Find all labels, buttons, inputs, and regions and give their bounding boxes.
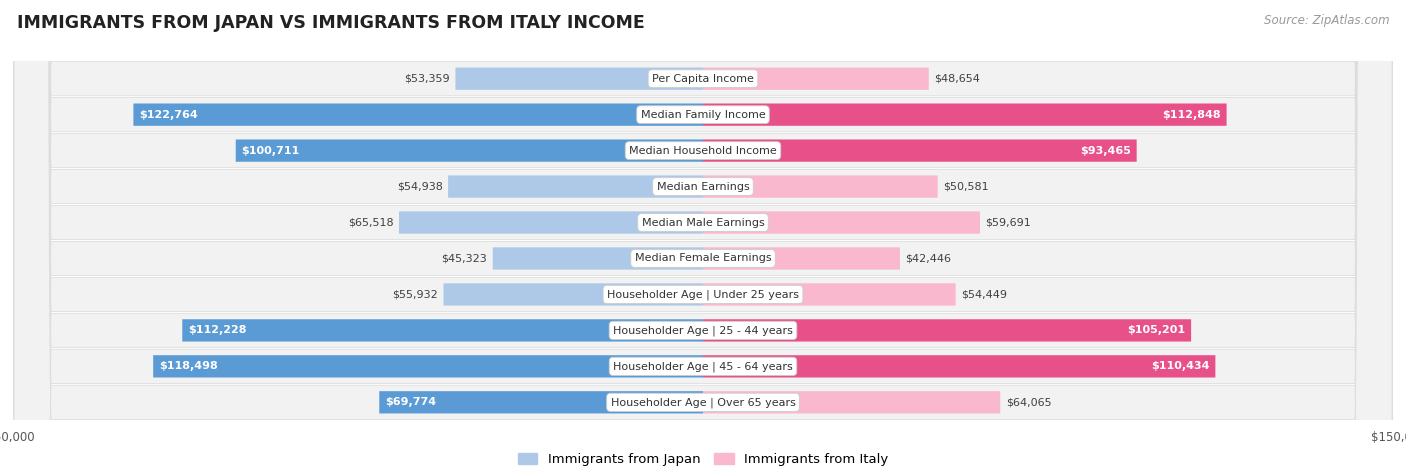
Text: Householder Age | 45 - 64 years: Householder Age | 45 - 64 years (613, 361, 793, 372)
Text: Householder Age | Over 65 years: Householder Age | Over 65 years (610, 397, 796, 408)
FancyBboxPatch shape (14, 0, 1392, 467)
Text: $65,518: $65,518 (347, 218, 394, 227)
FancyBboxPatch shape (14, 0, 1392, 467)
Text: $100,711: $100,711 (242, 146, 299, 156)
Text: Source: ZipAtlas.com: Source: ZipAtlas.com (1264, 14, 1389, 27)
FancyBboxPatch shape (456, 68, 703, 90)
Text: Median Male Earnings: Median Male Earnings (641, 218, 765, 227)
FancyBboxPatch shape (703, 355, 1215, 377)
FancyBboxPatch shape (14, 0, 1392, 467)
FancyBboxPatch shape (449, 176, 703, 198)
FancyBboxPatch shape (703, 212, 980, 234)
FancyBboxPatch shape (380, 391, 703, 413)
FancyBboxPatch shape (183, 319, 703, 341)
FancyBboxPatch shape (703, 68, 929, 90)
Text: $64,065: $64,065 (1005, 397, 1052, 407)
FancyBboxPatch shape (14, 0, 1392, 467)
Text: $105,201: $105,201 (1128, 325, 1185, 335)
FancyBboxPatch shape (134, 104, 703, 126)
Text: $112,848: $112,848 (1163, 110, 1220, 120)
Text: $118,498: $118,498 (159, 361, 218, 371)
Text: $69,774: $69,774 (385, 397, 436, 407)
FancyBboxPatch shape (703, 104, 1226, 126)
Text: $42,446: $42,446 (905, 254, 952, 263)
FancyBboxPatch shape (14, 0, 1392, 467)
Text: Householder Age | 25 - 44 years: Householder Age | 25 - 44 years (613, 325, 793, 336)
FancyBboxPatch shape (14, 0, 1392, 467)
Text: Median Female Earnings: Median Female Earnings (634, 254, 772, 263)
Text: $112,228: $112,228 (188, 325, 246, 335)
FancyBboxPatch shape (14, 0, 1392, 467)
FancyBboxPatch shape (236, 140, 703, 162)
Text: Median Earnings: Median Earnings (657, 182, 749, 191)
Text: $45,323: $45,323 (441, 254, 486, 263)
Text: Householder Age | Under 25 years: Householder Age | Under 25 years (607, 289, 799, 300)
FancyBboxPatch shape (492, 248, 703, 269)
Text: $122,764: $122,764 (139, 110, 198, 120)
FancyBboxPatch shape (703, 176, 938, 198)
Text: $93,465: $93,465 (1080, 146, 1130, 156)
FancyBboxPatch shape (703, 248, 900, 269)
Text: $55,932: $55,932 (392, 290, 437, 299)
FancyBboxPatch shape (443, 283, 703, 305)
Text: $48,654: $48,654 (935, 74, 980, 84)
Text: $50,581: $50,581 (943, 182, 988, 191)
FancyBboxPatch shape (14, 0, 1392, 467)
FancyBboxPatch shape (14, 0, 1392, 467)
Text: Per Capita Income: Per Capita Income (652, 74, 754, 84)
Text: Median Household Income: Median Household Income (628, 146, 778, 156)
Text: IMMIGRANTS FROM JAPAN VS IMMIGRANTS FROM ITALY INCOME: IMMIGRANTS FROM JAPAN VS IMMIGRANTS FROM… (17, 14, 644, 32)
FancyBboxPatch shape (703, 283, 956, 305)
Text: $59,691: $59,691 (986, 218, 1031, 227)
FancyBboxPatch shape (399, 212, 703, 234)
FancyBboxPatch shape (14, 0, 1392, 467)
Text: $54,449: $54,449 (962, 290, 1007, 299)
Text: Median Family Income: Median Family Income (641, 110, 765, 120)
FancyBboxPatch shape (703, 140, 1136, 162)
Text: $110,434: $110,434 (1152, 361, 1209, 371)
Legend: Immigrants from Japan, Immigrants from Italy: Immigrants from Japan, Immigrants from I… (512, 447, 894, 467)
FancyBboxPatch shape (703, 319, 1191, 341)
FancyBboxPatch shape (703, 391, 1000, 413)
Text: $54,938: $54,938 (396, 182, 443, 191)
FancyBboxPatch shape (153, 355, 703, 377)
Text: $53,359: $53,359 (405, 74, 450, 84)
